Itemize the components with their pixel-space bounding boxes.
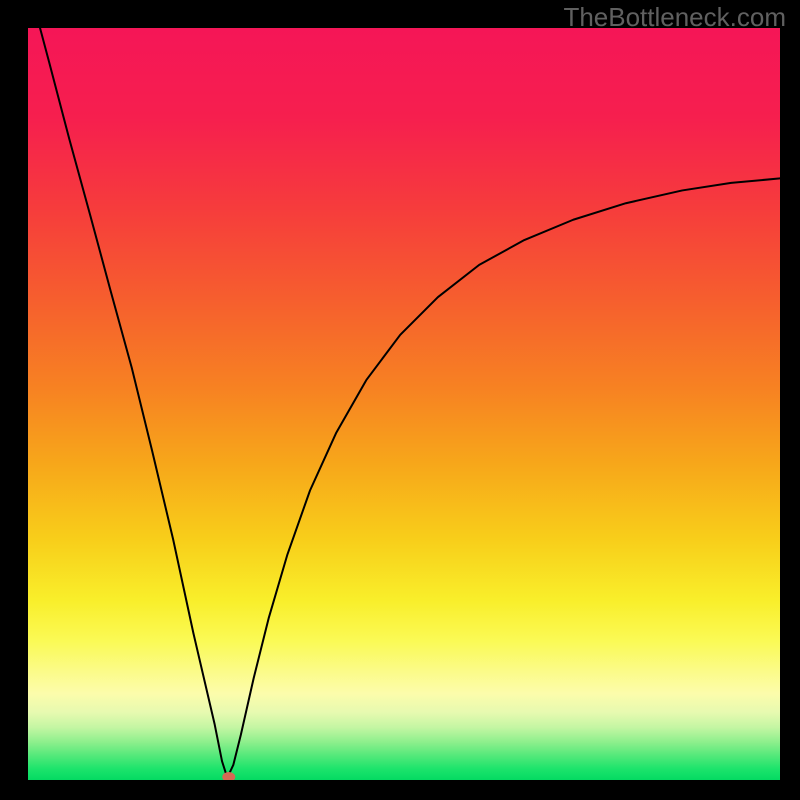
watermark-text: TheBottleneck.com xyxy=(563,2,786,33)
chart-container: TheBottleneck.com xyxy=(0,0,800,800)
bottleneck-chart xyxy=(28,28,780,780)
